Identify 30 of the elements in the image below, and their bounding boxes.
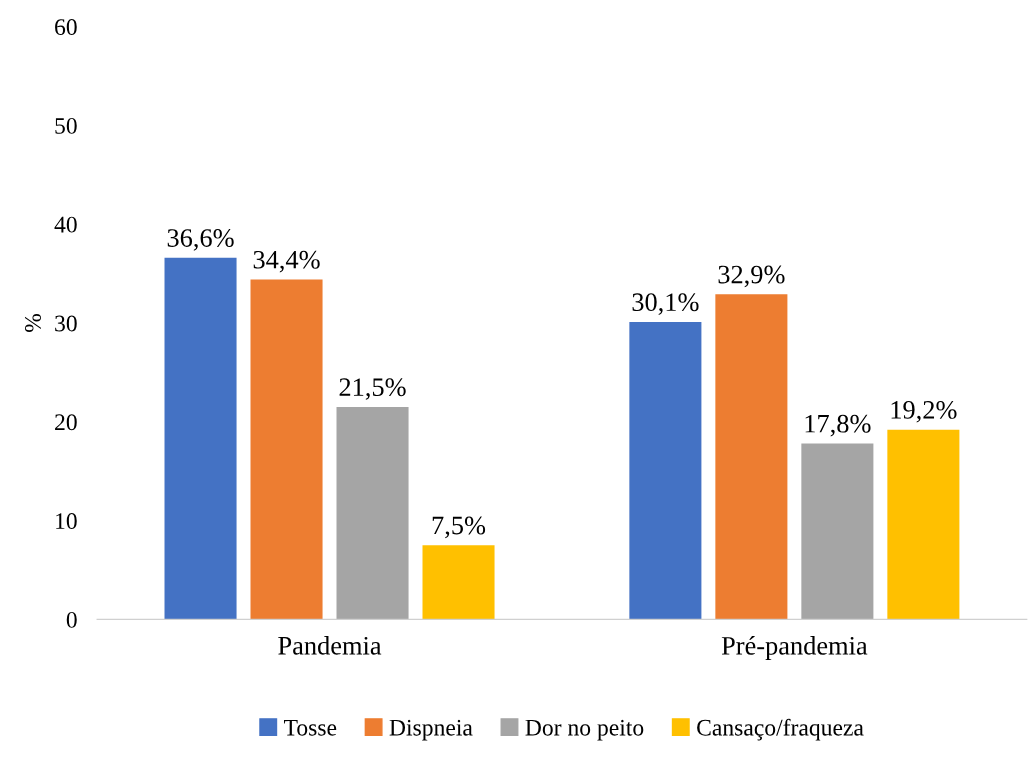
legend-label: Tosse (284, 719, 337, 736)
bar (715, 294, 788, 620)
y-tick-label: 60 (55, 19, 77, 36)
bar (422, 545, 495, 620)
legend-label: Cansaço/fraqueza (697, 718, 864, 741)
data-label: 34,4% (253, 250, 320, 273)
y-axis-title: % (24, 313, 41, 333)
data-label: 21,5% (339, 378, 406, 400)
bar (629, 322, 702, 620)
x-tick-label: Pré-pandemia (721, 636, 868, 661)
bar (250, 279, 323, 620)
y-tick-label: 10 (56, 513, 77, 530)
y-tick-label: 20 (55, 414, 77, 431)
data-label: 36,6% (167, 229, 234, 251)
x-tick-label: Pandemia (278, 636, 382, 655)
data-label: 32,9% (718, 265, 785, 288)
legend-label: Dispneia (389, 719, 473, 741)
y-tick-label: 0 (66, 611, 77, 628)
data-label: 17,8% (805, 414, 871, 437)
data-label: 19,2% (891, 400, 957, 423)
data-label: 30,1% (632, 293, 699, 315)
bar (801, 443, 874, 620)
bar (164, 257, 237, 620)
y-tick-label: 40 (54, 216, 77, 233)
data-label: 7,5% (432, 516, 486, 539)
y-tick-label: 50 (55, 117, 77, 134)
bar (887, 429, 960, 620)
y-tick-label: 30 (55, 315, 77, 332)
legend-label: Dor no peito (525, 719, 644, 741)
bar (336, 406, 409, 620)
